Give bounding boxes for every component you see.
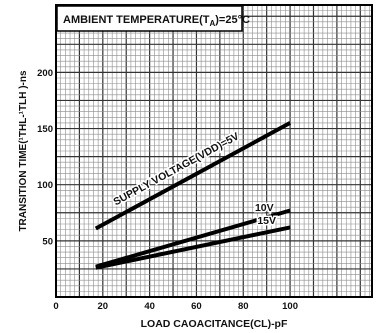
y-tick-label: 150 <box>37 124 53 135</box>
x-tick-labels: 0 20 40 60 80 100 <box>53 301 298 312</box>
ambient-temperature-box: AMBIENT TEMPERATURE(TA)=25°C <box>56 5 250 32</box>
x-tick-label: 20 <box>98 301 109 312</box>
annotation-tail: )=25°C <box>215 14 250 26</box>
y-tick-label: 200 <box>37 68 53 79</box>
chart-series <box>94 121 292 270</box>
x-tick-label: 100 <box>282 301 298 312</box>
x-tick-label: 80 <box>238 301 249 312</box>
annotation-subscript: A <box>209 19 215 28</box>
annotation-text: AMBIENT TEMPERATURE(T <box>63 14 210 26</box>
ambient-temperature-label: AMBIENT TEMPERATURE(TA)=25°C <box>63 14 250 28</box>
series-line-1 <box>95 208 291 269</box>
x-tick-label: 40 <box>144 301 155 312</box>
plot-frame <box>55 4 373 298</box>
series-label-1: 10V <box>255 202 274 214</box>
y-tick-labels: 50 100 150 200 <box>37 68 53 247</box>
y-tick-label: 100 <box>37 180 53 191</box>
x-axis-label: LOAD CAOACITANCE(CL)-pF <box>141 318 288 330</box>
x-tick-label: 60 <box>191 301 202 312</box>
series-line-2 <box>95 225 291 270</box>
y-axis-label: TRANSITION TIME(¹THL-¹TLH )-ns <box>18 70 29 232</box>
x-tick-label: 0 <box>53 301 58 312</box>
series-line-0 <box>94 121 292 231</box>
y-tick-label: 50 <box>42 236 53 247</box>
series-label-2: 15V <box>257 215 276 227</box>
